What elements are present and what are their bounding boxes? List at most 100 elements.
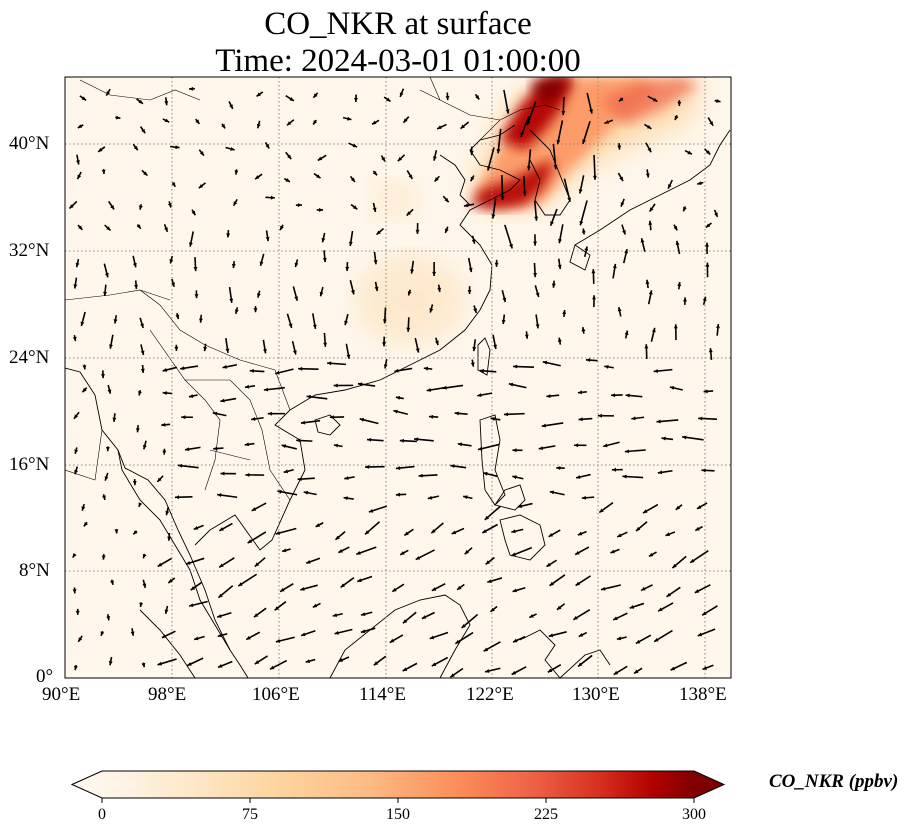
wind-arrow-head [697,632,703,637]
wind-arrow-head [305,659,311,663]
wind-arrow-head [529,613,534,618]
wind-arrow-shaft [526,101,537,126]
wind-arrow-head [619,176,624,182]
wind-arrow-head [101,169,106,174]
wind-arrow-head [656,419,661,424]
wind-arrow-head [400,551,405,555]
wind-arrow-head [367,437,372,442]
wind-arrow-head [368,508,374,513]
wind-arrow-head [340,583,346,588]
wind-arrow-head [520,132,525,137]
wind-arrow-head [581,495,587,500]
wind-arrow-head [335,535,340,540]
wind-arrow-head [333,443,339,448]
wind-arrow-head [534,216,539,221]
wind-arrow-head [491,214,496,219]
wind-arrow-head [648,290,653,295]
wind-arrow-head [140,368,145,373]
wind-arrow-head [575,550,580,555]
wind-arrow-head [316,174,321,179]
wind-arrow-head [503,412,509,417]
wind-arrow-head [705,262,710,267]
wind-arrow-head [136,224,141,229]
wind-arrow-head [427,495,433,500]
wind-arrow-head [487,579,492,583]
wind-arrow-shaft [497,128,502,154]
wind-arrow-head [246,635,251,640]
wind-arrow-head [524,334,529,339]
wind-arrow-head [399,92,404,97]
wind-arrow-head [186,561,191,565]
wind-arrow-head [106,616,111,621]
wind-arrow-head [703,389,708,394]
wind-arrow-head [275,639,281,643]
wind-arrow-head [350,290,355,295]
x-tick-label: 122°E [466,684,514,705]
coastline-malay-peninsula [117,449,231,651]
wind-arrow-head [102,495,106,500]
wind-arrow-head [238,582,243,587]
wind-arrow-head [512,475,517,480]
wind-arrow-head [101,374,105,379]
wind-arrow-head [653,369,658,373]
wind-arrow-head [410,269,415,274]
wind-arrow-head [581,228,586,233]
wind-arrow-head [573,615,578,620]
wind-arrow-head [263,387,269,392]
wind-arrow-head [672,563,677,569]
wind-arrow-head [479,368,484,373]
wind-arrow-head [463,495,468,500]
wind-arrow-head [81,96,87,101]
wind-arrow-head [549,490,555,495]
wind-arrow-head [359,417,365,422]
wind-arrow-head [231,263,236,269]
wind-arrow-head [670,666,676,671]
wind-arrow-head [256,293,261,298]
coastline-korea [529,129,571,216]
colorbar [70,770,726,803]
wind-arrow-shaft [504,224,513,249]
wind-arrow-head [296,438,301,443]
wind-arrow-head [395,395,401,400]
colorbar-tick-label: 225 [534,806,558,823]
wind-arrow-head [106,91,111,96]
colorbar-ticks [101,798,695,803]
wind-arrow-head [567,197,572,202]
wind-arrow-head [535,292,540,298]
wind-arrow-head [105,446,110,452]
wind-arrow-head [673,324,678,329]
wind-arrow-head [101,555,106,560]
wind-arrow-head [546,562,551,567]
wind-arrow-head [624,330,629,335]
wind-arrow-shaft [593,154,596,180]
wind-arrow-head [198,318,203,323]
wind-arrow-head [114,529,119,534]
wind-arrow-head [550,221,554,226]
coastline-sulawesi [519,629,561,678]
wind-arrow-head [616,636,622,641]
wind-arrow-head [157,477,162,482]
wind-arrow-head [634,669,639,674]
wind-arrow-head [72,336,77,342]
wind-arrow-head [714,212,718,217]
wind-arrow-head [112,417,117,422]
wind-arrow-head [646,124,652,129]
wind-arrow-head [445,96,450,101]
wind-arrow-head [75,610,80,615]
wind-arrow-head [142,583,147,588]
wind-arrow-head [356,551,361,555]
wind-arrow-head [641,586,646,591]
wind-arrow-head [82,365,87,370]
wind-arrow-head [213,446,218,451]
wind-arrow-head [69,204,74,209]
wind-arrow-head [132,262,137,268]
coastline-borneo [329,594,471,678]
colorbar-extend-low [72,771,102,798]
wind-arrow-head [690,558,695,563]
wind-arrow-head [78,225,83,230]
wind-arrow-head [345,266,350,271]
wind-arrow-head [454,411,459,416]
wind-arrow-head [549,581,554,586]
wind-arrow-head [455,639,460,644]
wind-arrow-head [517,504,523,508]
